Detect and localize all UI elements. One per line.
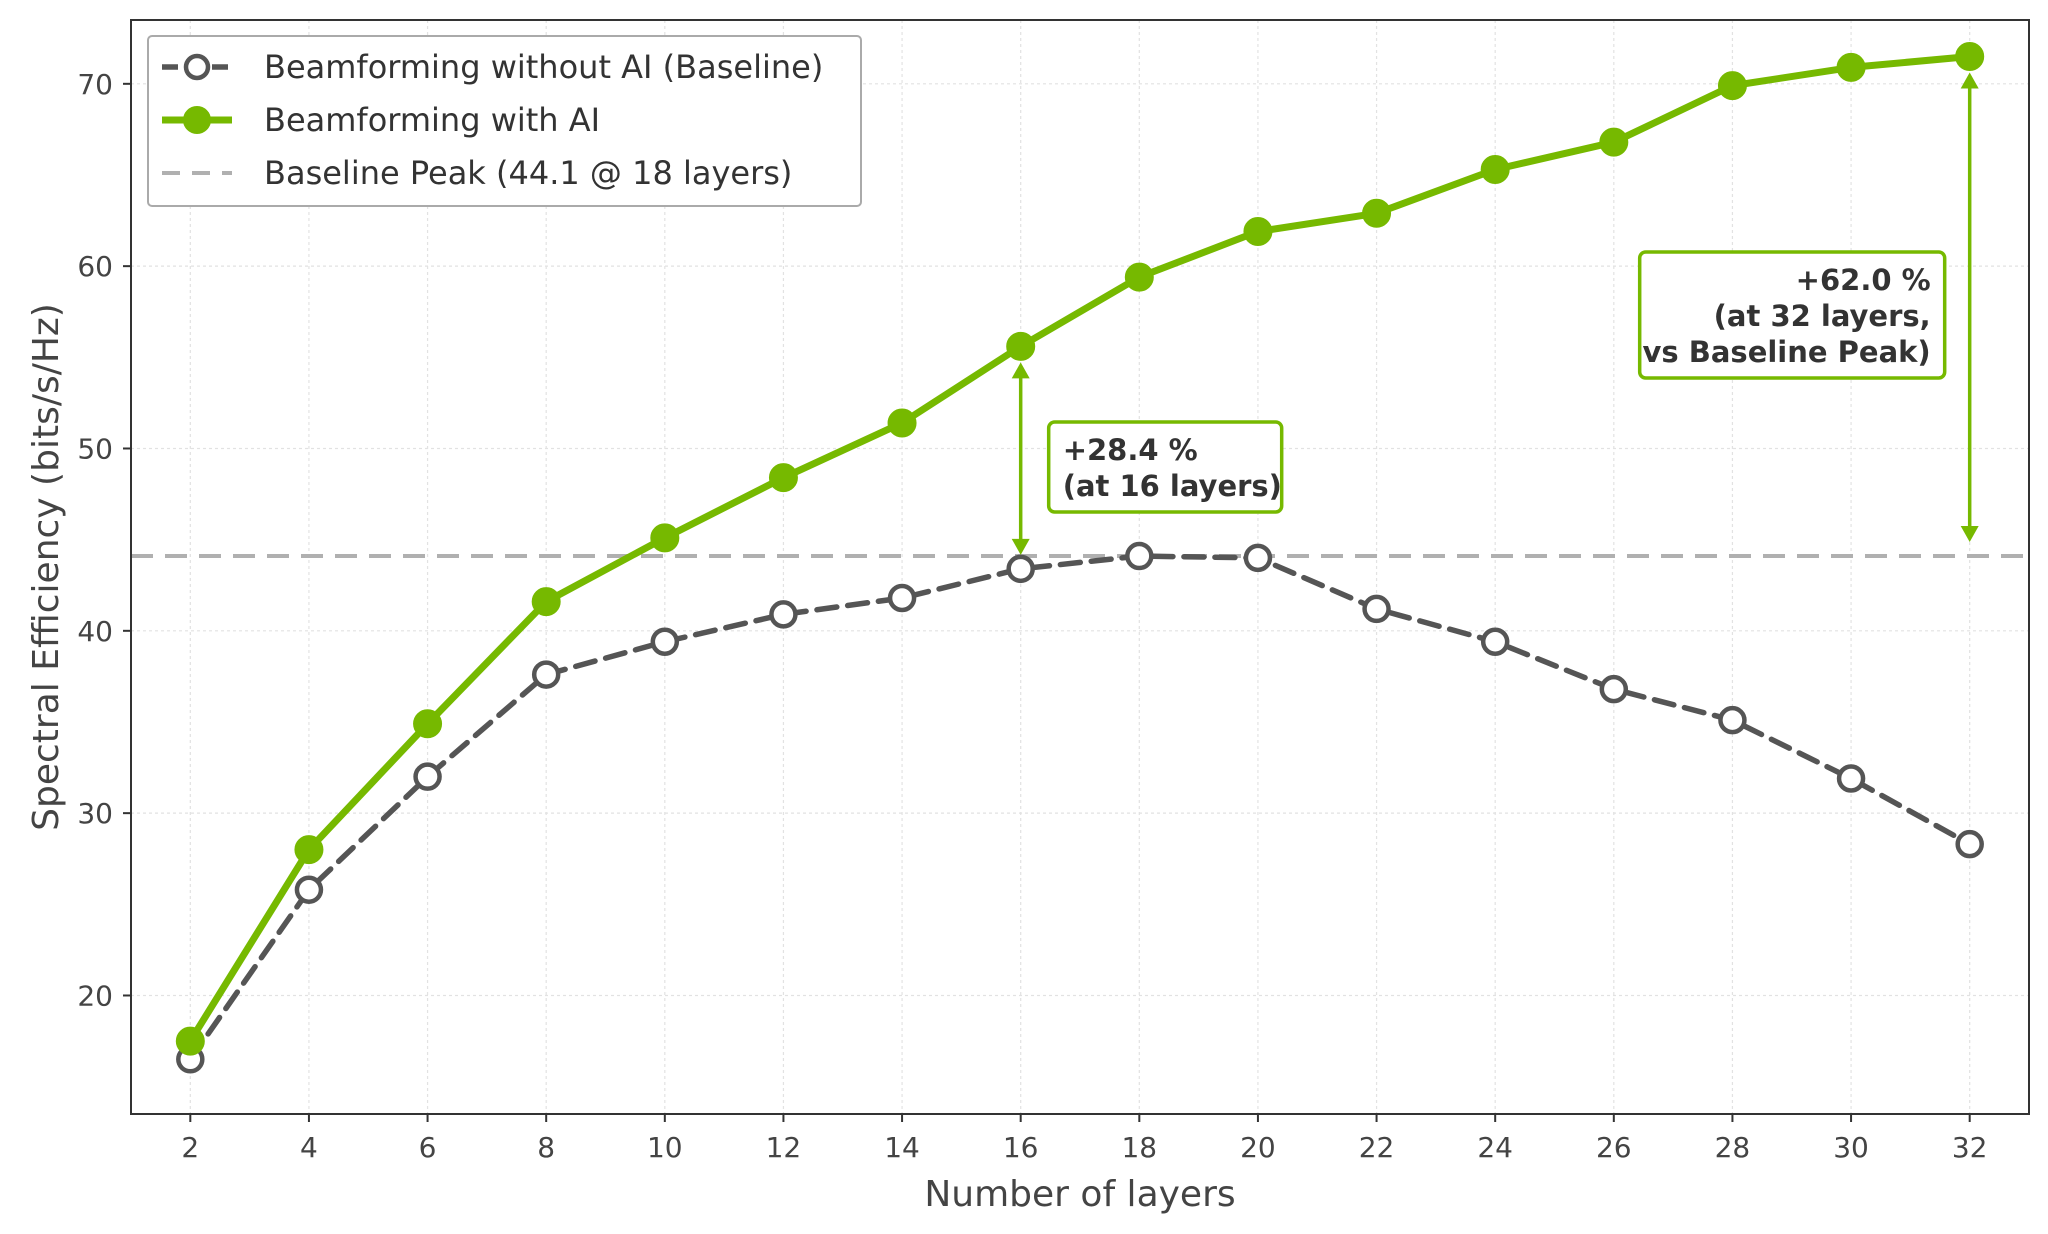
x-tick-label: 4 (300, 1131, 318, 1164)
data-point-with-ai (887, 408, 917, 438)
data-point-baseline (1836, 764, 1866, 793)
y-tick-label: 60 (77, 250, 113, 283)
x-axis-title: Number of layers (924, 1174, 1235, 1215)
data-point-baseline (650, 627, 680, 657)
legend-marker-baseline (183, 53, 211, 81)
x-tick-label: 32 (1952, 1131, 1988, 1164)
legend-marker-with-ai (183, 106, 211, 134)
data-point-with-ai (1243, 217, 1273, 247)
annotation-arrowhead-down (1011, 538, 1030, 555)
annotations-layer: +28.4 %(at 16 layers) +62.0 %(at 32 layer… (1011, 72, 1979, 555)
plot-frame (130, 19, 2030, 1115)
data-point-baseline (1955, 829, 1984, 859)
annotation-text: vs Baseline Peak) (1643, 335, 1931, 369)
annotation-arrowhead-up (1960, 72, 1979, 89)
series-layer (175, 41, 1985, 1074)
data-point-with-ai (294, 835, 324, 865)
data-point-with-ai (1006, 331, 1036, 361)
x-tick-label: 22 (1359, 1131, 1395, 1164)
x-tick-label: 28 (1715, 1131, 1751, 1164)
annotation-text: (at 32 layers, (1714, 299, 1931, 333)
x-tick-label: 2 (181, 1131, 199, 1164)
series-line-with-ai (186, 52, 1974, 1045)
y-tick-label: 70 (77, 68, 113, 101)
x-tick-label: 26 (1596, 1131, 1632, 1164)
data-point-with-ai (413, 709, 443, 739)
data-point-with-ai (1836, 52, 1866, 82)
data-point-with-ai (1124, 262, 1154, 292)
y-tick-label: 20 (77, 979, 113, 1012)
legend-label: Baseline Peak (44.1 @ 18 layers) (264, 154, 792, 192)
annotation-text: (at 16 layers) (1063, 469, 1282, 503)
y-tick-label: 50 (77, 432, 113, 465)
data-point-with-ai (1717, 71, 1747, 101)
annotation-box (1637, 250, 1947, 380)
data-point-baseline (413, 762, 442, 791)
data-point-with-ai (531, 587, 561, 617)
data-point-baseline (1006, 554, 1035, 584)
data-point-baseline (887, 583, 917, 613)
data-point-baseline (1718, 705, 1747, 735)
x-tick-label: 20 (1240, 1131, 1276, 1164)
annotation-text: +28.4 % (1063, 433, 1198, 467)
legend-box (147, 35, 862, 207)
series-line-baseline (187, 553, 1973, 1063)
data-point-baseline (769, 600, 798, 629)
x-tick-label: 10 (647, 1131, 683, 1164)
data-point-baseline (1243, 543, 1273, 573)
annotation-box (1046, 420, 1284, 514)
x-tick-label: 14 (884, 1131, 920, 1164)
y-axis-title: Spectral Efficiency (bits/s/Hz) (26, 303, 67, 831)
legend-label: Beamforming without AI (Baseline) (264, 48, 823, 86)
data-point-baseline (1599, 674, 1629, 704)
data-point-baseline (1480, 627, 1510, 657)
y-tick-label: 30 (77, 797, 113, 830)
data-point-with-ai (1955, 41, 1985, 71)
annotation-arrowhead-down (1960, 526, 1979, 543)
x-tick-label: 24 (1477, 1131, 1513, 1164)
data-point-baseline (294, 875, 324, 904)
y-tick-label: 40 (77, 615, 113, 648)
x-tick-label: 18 (1121, 1131, 1157, 1164)
data-point-with-ai (1480, 155, 1510, 185)
data-point-baseline (531, 660, 561, 689)
x-tick-label: 12 (766, 1131, 802, 1164)
x-tick-label: 16 (1003, 1131, 1039, 1164)
x-tick-label: 30 (1833, 1131, 1869, 1164)
data-point-baseline (1362, 594, 1391, 624)
annotation-arrowhead-up (1011, 362, 1030, 379)
data-point-baseline (1125, 541, 1154, 571)
x-tick-label: 6 (419, 1131, 437, 1164)
annotation-text: +62.0 % (1796, 263, 1931, 297)
data-point-with-ai (1599, 127, 1629, 157)
legend-label: Beamforming with AI (264, 101, 600, 139)
data-point-with-ai (768, 463, 798, 493)
x-tick-label: 8 (537, 1131, 555, 1164)
data-point-with-ai (1362, 198, 1392, 228)
data-point-with-ai (650, 523, 680, 553)
data-point-with-ai (175, 1026, 205, 1056)
legend: Beamforming without AI (Baseline) Beamfor… (147, 35, 862, 207)
